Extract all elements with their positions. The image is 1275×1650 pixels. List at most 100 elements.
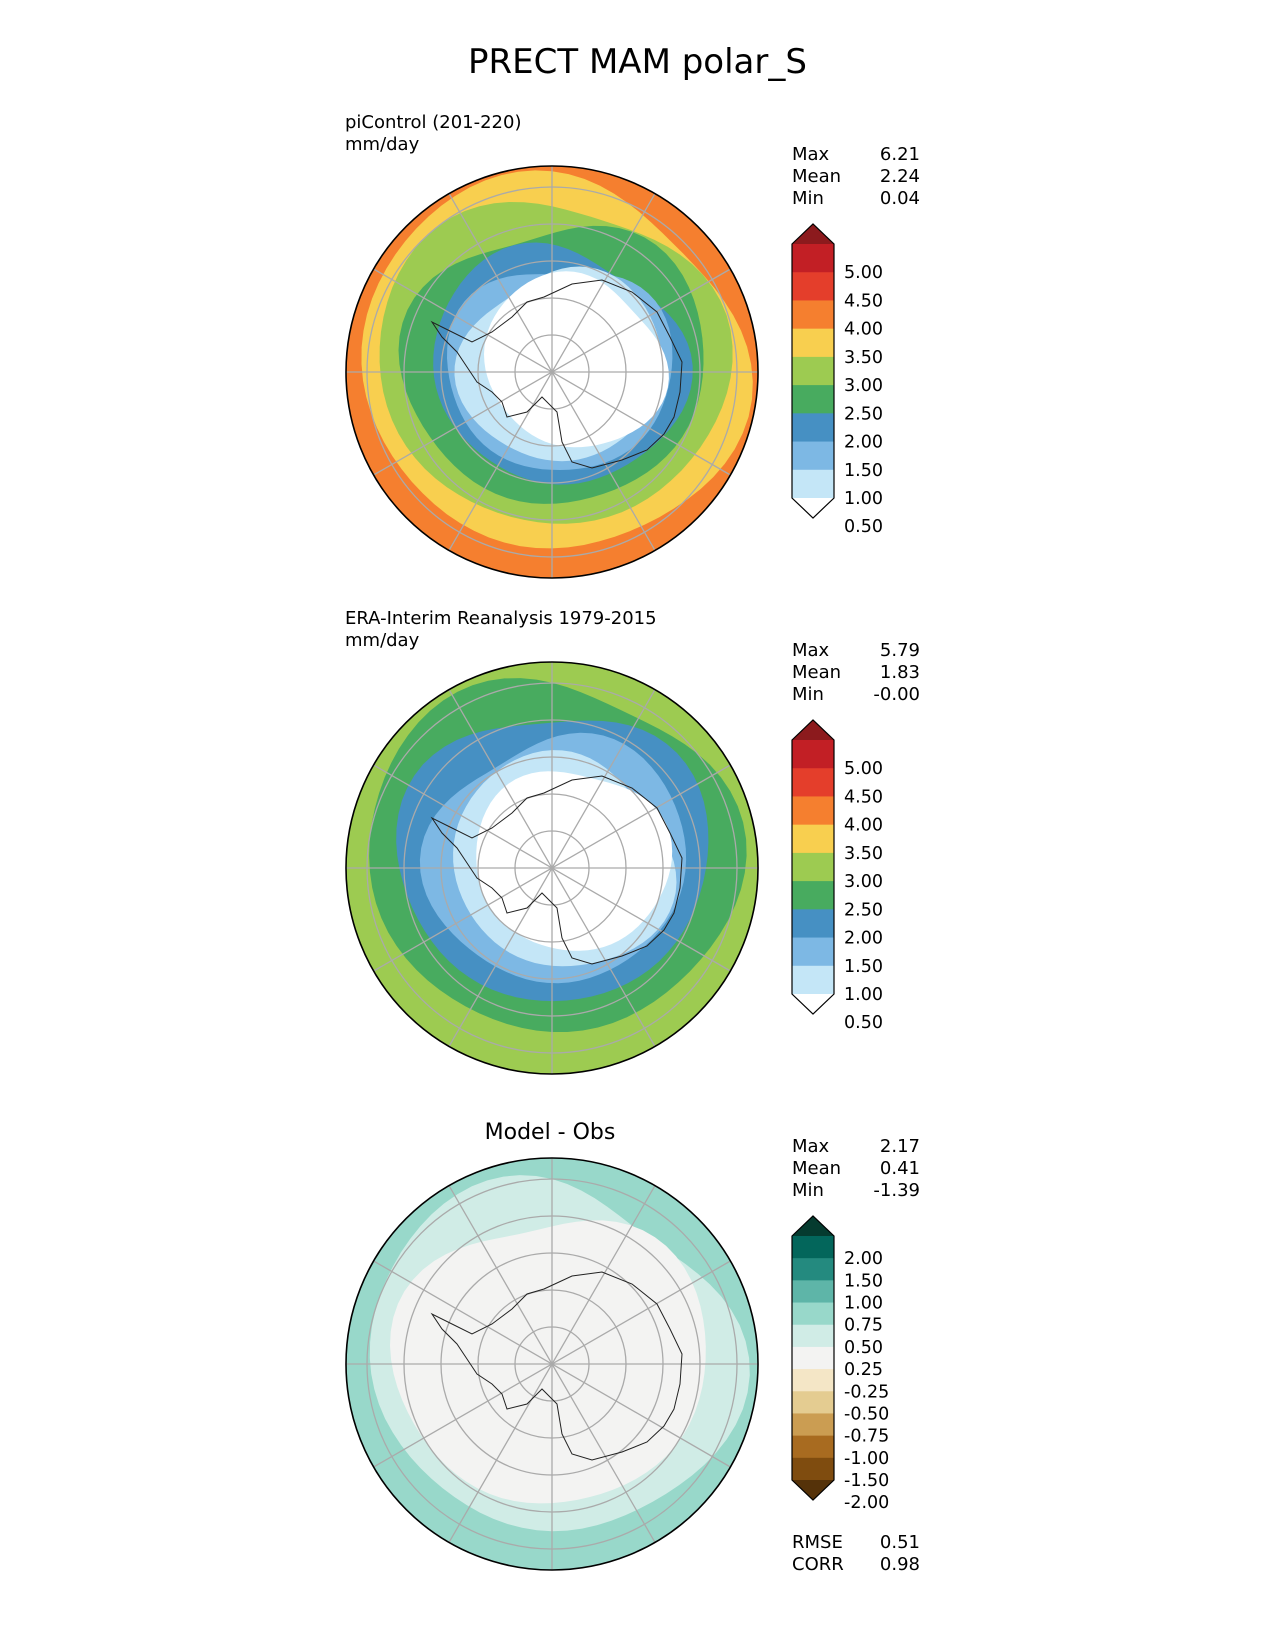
- longitude-gridline: [373, 268, 731, 476]
- stat-value: 0.04: [879, 188, 920, 209]
- colorbar-tick-label: 1.00: [844, 985, 883, 1005]
- colorbar-extend-top: [792, 224, 834, 244]
- panel-diff-map: [345, 1157, 759, 1571]
- colorbar-tick-label: 1.50: [844, 957, 883, 977]
- map-border: [345, 661, 759, 1075]
- colorbar-outline: [791, 223, 835, 519]
- panel-obs-title-line1: ERA-Interim Reanalysis 1979-2015: [345, 608, 657, 629]
- figure-title: PRECT MAM polar_S: [468, 42, 807, 82]
- colorbar-segment: [792, 1236, 834, 1259]
- panel-model-map: [345, 165, 759, 579]
- colorbar-segment: [792, 909, 834, 939]
- stat-label: Min: [792, 684, 824, 705]
- colorbar-tick-label: 3.00: [844, 376, 883, 396]
- colorbar-tick-label: 2.50: [844, 900, 883, 920]
- colorbar-segment: [792, 413, 834, 443]
- longitude-gridline: [373, 1260, 731, 1468]
- colorbar-segment: [792, 244, 834, 273]
- colorbar-segment: [792, 272, 834, 301]
- stat-label: Mean: [792, 166, 842, 187]
- colorbar-tick-label: 4.00: [844, 816, 883, 836]
- stat-value: 6.21: [879, 144, 920, 165]
- colorbar-segment: [792, 824, 834, 854]
- panel-model-title: piControl (201-220) mm/day: [345, 112, 521, 156]
- colorbar-tick-label: 5.00: [844, 263, 883, 283]
- panel-model-stats: Max 6.21 Mean 2.24 Min 0.04: [792, 144, 920, 210]
- map-border: [345, 165, 759, 579]
- panel-obs-units: mm/day: [345, 630, 420, 651]
- coastline: [430, 279, 683, 469]
- colorbar-outline: [791, 719, 835, 1015]
- longitude-gridline: [373, 764, 731, 972]
- colorbar-tick-label: 1.50: [844, 461, 883, 481]
- colorbar-tick-label: -0.25: [844, 1382, 889, 1402]
- colorbar-tick-label: 1.00: [844, 1294, 883, 1314]
- colorbar-segment: [792, 1413, 834, 1437]
- stat-value: 1.83: [879, 662, 920, 683]
- colorbar-segment: [792, 1324, 834, 1348]
- stat-value: 2.24: [879, 166, 920, 187]
- stat-value: 5.79: [879, 640, 920, 661]
- coastline: [430, 775, 683, 965]
- stat-value: 2.17: [879, 1136, 920, 1157]
- colorbar-segment: [792, 1457, 834, 1481]
- colorbar-segment: [792, 740, 834, 769]
- map-border: [345, 1157, 759, 1571]
- colorbar-tick-label: 2.50: [844, 404, 883, 424]
- colorbar-segment: [792, 1346, 834, 1370]
- colorbar-segment: [792, 937, 834, 967]
- colorbar-model: 5.00 4.50 4.00 3.50 3.00 2.50 2.00 1.50 1.00 0.50: [791, 223, 883, 537]
- stat-label: Mean: [792, 662, 842, 683]
- colorbar-tick-label: -2.00: [844, 1493, 889, 1513]
- colorbar-tick-label: 0.50: [844, 517, 883, 537]
- colorbar-segment: [792, 1302, 834, 1326]
- colorbar-tick-label: 3.50: [844, 844, 883, 864]
- colorbar-tick-label: 0.50: [844, 1013, 883, 1033]
- colorbar-tick-label: -0.75: [844, 1427, 889, 1447]
- contour-band: [484, 271, 669, 448]
- colorbar-extend-top: [792, 720, 834, 740]
- stat-value: 0.41: [879, 1158, 920, 1179]
- colorbar-tick-label: 1.00: [844, 489, 883, 509]
- colorbar-tick-label: -1.50: [844, 1471, 889, 1491]
- colorbar-segment: [792, 300, 834, 330]
- colorbar-tick-label: 3.00: [844, 872, 883, 892]
- colorbar-segment: [792, 385, 834, 414]
- colorbar-segment: [792, 881, 834, 910]
- colorbar-tick-label: 2.00: [844, 929, 883, 949]
- metric-label: CORR: [792, 1554, 844, 1575]
- colorbar-tick-label: 2.00: [844, 433, 883, 453]
- colorbar-tick-label: -0.50: [844, 1404, 889, 1424]
- coastline: [430, 1271, 683, 1461]
- stat-label: Max: [792, 144, 830, 165]
- panel-diff-stats: Max 2.17 Mean 0.41 Min -1.39: [792, 1136, 920, 1202]
- metric-label: RMSE: [792, 1532, 843, 1553]
- colorbar-extend-top: [792, 1216, 834, 1236]
- colorbar-segment: [792, 1258, 834, 1281]
- stat-label: Max: [792, 640, 830, 661]
- colorbar-segment: [792, 1391, 834, 1414]
- colorbar-segment: [792, 768, 834, 797]
- colorbar-diff: 2.001.501.000.750.500.25-0.25-0.50-0.75-…: [791, 1215, 889, 1513]
- colorbar-segment: [792, 469, 834, 499]
- colorbar-tick-label: 4.50: [844, 787, 883, 807]
- colorbar-tick-label: 5.00: [844, 759, 883, 779]
- panel-obs-map: [345, 661, 759, 1075]
- colorbar-segment: [792, 356, 834, 386]
- panel-obs-stats: Max 5.79 Mean 1.83 Min -0.00: [792, 640, 920, 706]
- colorbar-tick-label: 2.00: [844, 1249, 883, 1269]
- colorbar-segment: [792, 796, 834, 826]
- colorbar-segment: [792, 1369, 834, 1392]
- stat-label: Max: [792, 1136, 830, 1157]
- stat-value: -0.00: [873, 684, 920, 705]
- colorbar-tick-label: -1.00: [844, 1449, 889, 1469]
- metric-value: 0.51: [879, 1532, 920, 1553]
- colorbar-segment: [792, 1435, 834, 1459]
- panel-diff-title: Model - Obs: [484, 1120, 616, 1145]
- colorbar-tick-label: 1.50: [844, 1271, 883, 1291]
- stat-label: Min: [792, 188, 824, 209]
- colorbar-tick-label: 0.25: [844, 1360, 883, 1380]
- colorbar-segment: [792, 328, 834, 358]
- stat-label: Mean: [792, 1158, 842, 1179]
